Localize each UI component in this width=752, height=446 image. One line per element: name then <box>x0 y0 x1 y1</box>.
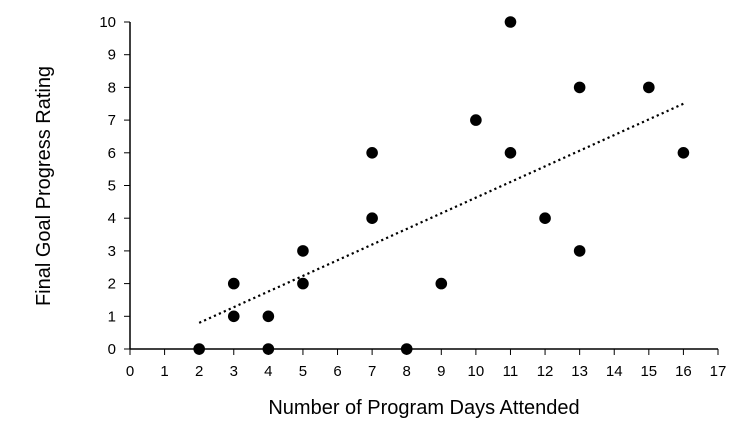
y-tick-label: 3 <box>108 243 116 260</box>
data-point <box>643 81 655 94</box>
data-point <box>470 114 482 126</box>
y-tick-label: 0 <box>108 341 116 358</box>
y-tick-label: 6 <box>108 145 116 162</box>
x-tick-label: 5 <box>299 363 307 380</box>
y-tick-label: 5 <box>108 178 116 195</box>
data-point <box>193 343 205 355</box>
y-tick-label: 1 <box>108 308 116 325</box>
x-tick-label: 13 <box>571 363 588 380</box>
axes <box>129 22 718 350</box>
x-tick-label: 10 <box>468 363 485 380</box>
x-tick-label: 17 <box>710 363 727 380</box>
data-point <box>435 277 448 290</box>
x-tick-label: 7 <box>368 363 376 380</box>
data-point <box>262 310 275 323</box>
y-axis-title: Final Goal Progress Rating <box>33 66 55 306</box>
x-tick-label: 4 <box>264 363 272 380</box>
data-point <box>227 310 240 323</box>
data-point <box>504 16 517 28</box>
data-point <box>539 212 551 224</box>
y-tick-label: 9 <box>108 47 116 64</box>
data-point <box>297 277 309 290</box>
x-tick-label: 16 <box>675 363 692 380</box>
x-tick-label: 8 <box>403 363 411 380</box>
x-tick-label: 14 <box>606 363 623 380</box>
data-point <box>366 147 378 159</box>
x-tick-label: 12 <box>537 363 554 380</box>
data-point <box>573 245 586 257</box>
x-tick-label: 2 <box>195 363 203 380</box>
data-point <box>677 147 690 159</box>
y-axis-ticks: 0 1 2 3 4 5 6 7 8 9 10 <box>99 14 130 358</box>
y-tick-label: 4 <box>108 210 116 227</box>
x-tick-label: 6 <box>333 363 341 380</box>
y-tick-label: 7 <box>108 112 116 129</box>
x-tick-label: 15 <box>640 363 657 380</box>
x-axis-title: Number of Program Days Attended <box>268 397 579 419</box>
y-tick-label: 10 <box>99 14 116 31</box>
x-axis-ticks: 0 1 2 3 4 5 6 7 8 9 10 11 12 13 14 15 16 17 <box>126 349 727 380</box>
data-point <box>400 343 413 355</box>
trendline <box>198 102 684 324</box>
x-tick-label: 11 <box>503 363 519 380</box>
data-point <box>297 245 309 257</box>
x-tick-label: 1 <box>160 363 168 380</box>
data-point <box>504 147 517 159</box>
data-point <box>227 277 240 290</box>
data-points <box>193 16 690 355</box>
data-point <box>366 212 378 224</box>
x-tick-label: 9 <box>437 363 445 380</box>
x-tick-label: 0 <box>126 363 134 380</box>
y-tick-label: 8 <box>108 79 116 96</box>
data-point <box>573 81 586 94</box>
data-point <box>262 343 275 355</box>
x-tick-label: 3 <box>230 363 238 380</box>
y-tick-label: 2 <box>108 276 116 293</box>
